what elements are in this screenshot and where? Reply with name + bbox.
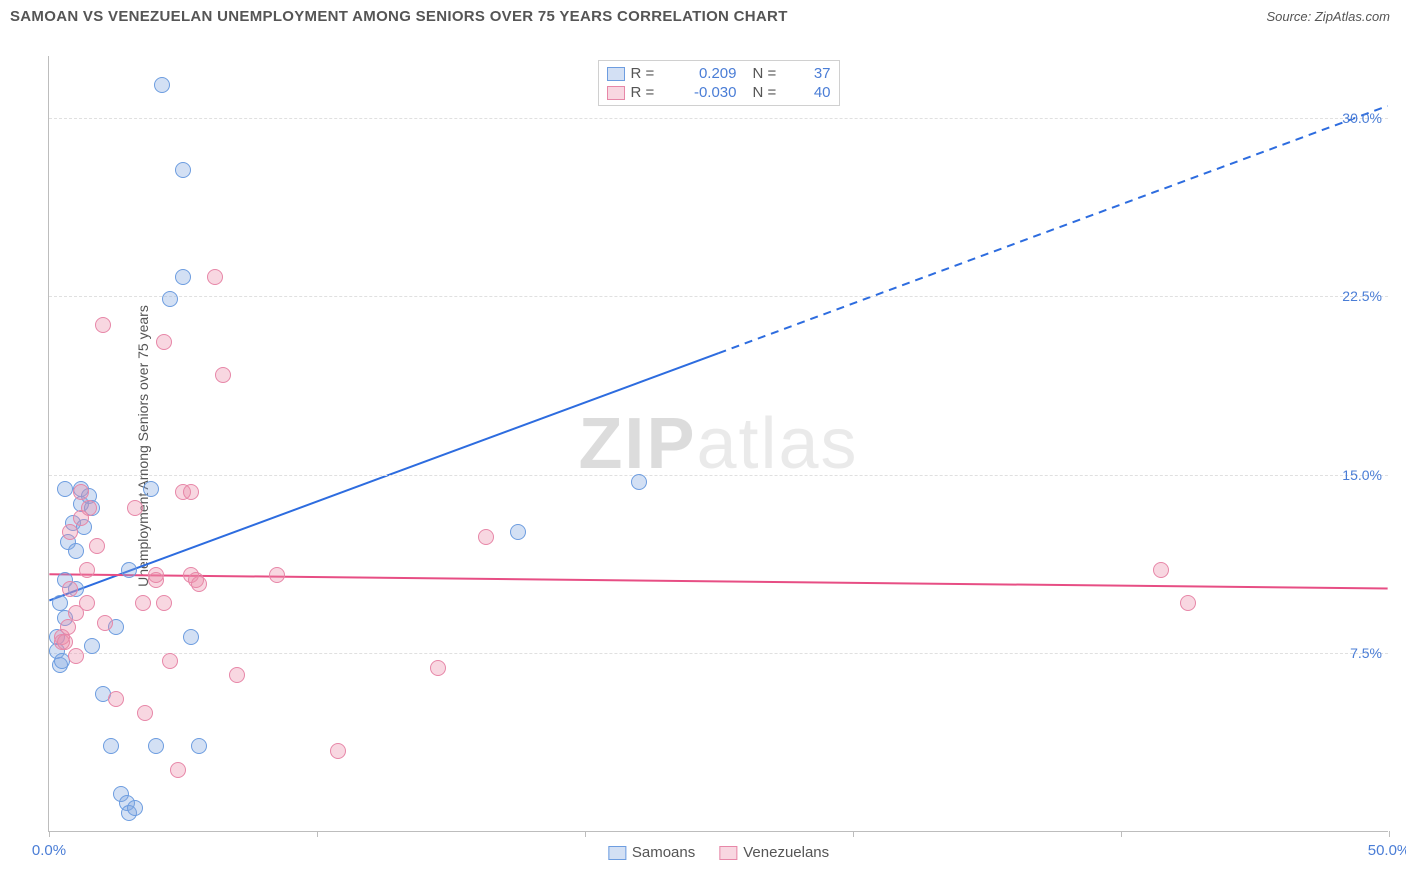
x-tick-mark xyxy=(1121,831,1122,837)
data-point xyxy=(183,629,199,645)
gridline xyxy=(49,653,1388,654)
legend-n-value: 40 xyxy=(797,84,831,101)
data-point xyxy=(170,762,186,778)
watermark: ZIPatlas xyxy=(578,403,858,485)
swatch-icon xyxy=(608,846,626,860)
legend-n-label: N = xyxy=(753,84,791,101)
data-point xyxy=(207,269,223,285)
source-label: Source: ZipAtlas.com xyxy=(1266,9,1390,24)
data-point xyxy=(135,595,151,611)
data-point xyxy=(60,619,76,635)
data-point xyxy=(175,162,191,178)
data-point xyxy=(269,567,285,583)
x-tick-mark xyxy=(585,831,586,837)
data-point xyxy=(68,543,84,559)
data-point xyxy=(95,317,111,333)
legend-r-value: 0.209 xyxy=(675,65,737,82)
y-tick-label: 30.0% xyxy=(1342,110,1382,126)
data-point xyxy=(143,481,159,497)
data-point xyxy=(148,567,164,583)
legend-item-venezuelans: Venezuelans xyxy=(719,844,829,861)
legend-correlation: R = 0.209 N = 37 R = -0.030 N = 40 xyxy=(598,60,840,106)
data-point xyxy=(148,738,164,754)
data-point xyxy=(121,562,137,578)
trend-lines xyxy=(49,56,1388,831)
legend-label: Samoans xyxy=(632,844,695,861)
data-point xyxy=(1180,595,1196,611)
legend-row-venezuelans: R = -0.030 N = 40 xyxy=(607,83,831,102)
data-point xyxy=(229,667,245,683)
scatter-chart: ZIPatlas R = 0.209 N = 37 R = -0.030 N =… xyxy=(48,56,1388,832)
data-point xyxy=(430,660,446,676)
data-point xyxy=(81,500,97,516)
data-point xyxy=(510,524,526,540)
data-point xyxy=(191,738,207,754)
data-point xyxy=(127,500,143,516)
data-point xyxy=(103,738,119,754)
data-point xyxy=(154,77,170,93)
data-point xyxy=(57,481,73,497)
data-point xyxy=(162,653,178,669)
data-point xyxy=(127,800,143,816)
data-point xyxy=(478,529,494,545)
data-point xyxy=(62,524,78,540)
gridline xyxy=(49,296,1388,297)
chart-title: SAMOAN VS VENEZUELAN UNEMPLOYMENT AMONG … xyxy=(10,8,788,25)
gridline xyxy=(49,475,1388,476)
x-tick-mark xyxy=(49,831,50,837)
data-point xyxy=(79,562,95,578)
y-tick-label: 7.5% xyxy=(1350,645,1382,661)
legend-n-label: N = xyxy=(753,65,791,82)
legend-label: Venezuelans xyxy=(743,844,829,861)
data-point xyxy=(631,474,647,490)
swatch-icon xyxy=(607,67,625,81)
data-point xyxy=(162,291,178,307)
swatch-icon xyxy=(719,846,737,860)
legend-row-samoans: R = 0.209 N = 37 xyxy=(607,64,831,83)
legend-r-label: R = xyxy=(631,65,669,82)
legend-series: Samoans Venezuelans xyxy=(608,844,829,861)
x-tick-label: 0.0% xyxy=(32,842,66,859)
legend-r-label: R = xyxy=(631,84,669,101)
y-tick-label: 15.0% xyxy=(1342,467,1382,483)
legend-item-samoans: Samoans xyxy=(608,844,695,861)
swatch-icon xyxy=(607,86,625,100)
data-point xyxy=(57,634,73,650)
data-point xyxy=(84,638,100,654)
y-tick-label: 22.5% xyxy=(1342,288,1382,304)
data-point xyxy=(191,576,207,592)
legend-r-value: -0.030 xyxy=(675,84,737,101)
data-point xyxy=(73,484,89,500)
data-point xyxy=(156,595,172,611)
data-point xyxy=(68,648,84,664)
data-point xyxy=(79,595,95,611)
title-bar: SAMOAN VS VENEZUELAN UNEMPLOYMENT AMONG … xyxy=(0,0,1406,29)
gridline xyxy=(49,118,1388,119)
data-point xyxy=(156,334,172,350)
data-point xyxy=(97,615,113,631)
x-tick-label: 50.0% xyxy=(1368,842,1406,859)
x-tick-mark xyxy=(1389,831,1390,837)
data-point xyxy=(175,269,191,285)
x-tick-mark xyxy=(317,831,318,837)
data-point xyxy=(108,691,124,707)
data-point xyxy=(62,581,78,597)
data-point xyxy=(89,538,105,554)
data-point xyxy=(215,367,231,383)
data-point xyxy=(1153,562,1169,578)
legend-n-value: 37 xyxy=(797,65,831,82)
data-point xyxy=(137,705,153,721)
data-point xyxy=(183,484,199,500)
x-tick-mark xyxy=(853,831,854,837)
data-point xyxy=(330,743,346,759)
